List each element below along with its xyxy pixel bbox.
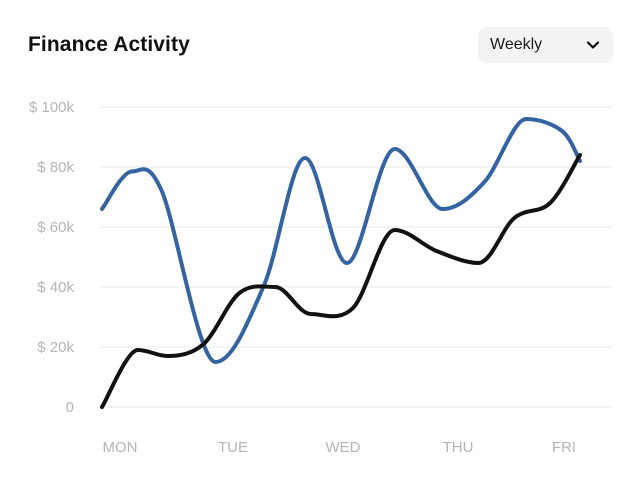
series-line-1 (100, 117, 582, 364)
x-tick-label: FRI (552, 439, 576, 456)
x-tick-label: THU (443, 439, 474, 456)
period-select-value: Weekly (490, 36, 543, 53)
y-tick-label: $ 60k (37, 219, 74, 236)
y-tick-label: 0 (66, 399, 74, 416)
y-tick-label: $ 20k (37, 339, 74, 356)
x-tick-label: WED (326, 439, 361, 456)
y-tick-label: $ 80k (37, 159, 74, 176)
y-tick-label: $ 40k (37, 279, 74, 296)
series-line-2 (100, 153, 582, 409)
chevron-down-icon[interactable] (585, 37, 601, 53)
x-tick-label: TUE (218, 439, 248, 456)
y-tick-label: $ 100k (29, 99, 75, 116)
period-select[interactable]: Weekly (478, 27, 613, 63)
x-tick-label: MON (103, 439, 138, 456)
card-title: Finance Activity (28, 33, 190, 56)
